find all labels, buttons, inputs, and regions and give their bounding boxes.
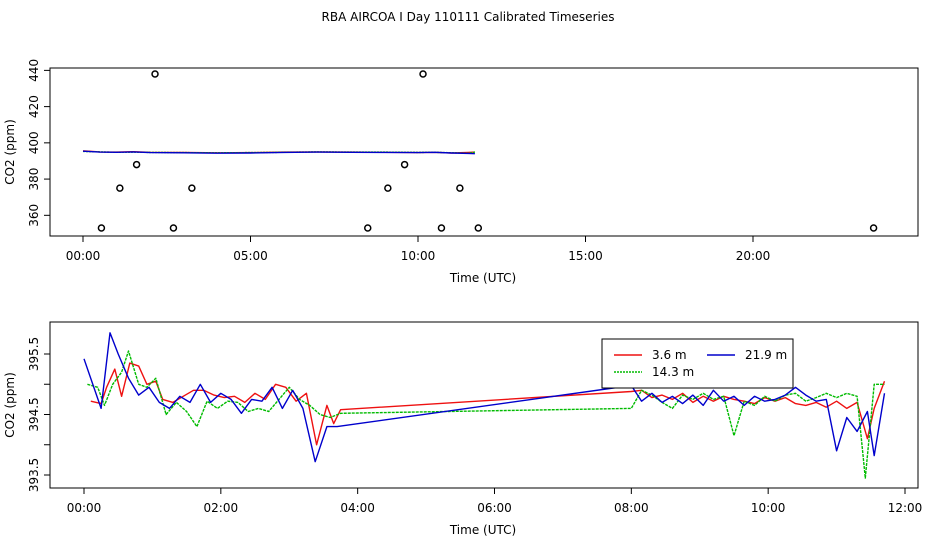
- top-y-axis: 360 380 400 420 440: [27, 59, 50, 227]
- top-data-point: [134, 162, 140, 168]
- top-data-point: [457, 185, 463, 191]
- legend-label-3-6m: 3.6 m: [652, 348, 687, 362]
- top-y-tick-label-380: 380: [27, 168, 41, 191]
- top-x-tick-label-05-00: 05:00: [233, 249, 268, 263]
- bottom-y-tick-label-394-5: 394.5: [27, 397, 41, 431]
- bottom-y-tick-label-393-5: 393.5: [27, 458, 41, 492]
- top-data-point: [871, 225, 877, 231]
- top-data-point: [189, 185, 195, 191]
- legend-label-14-3m: 14.3 m: [652, 365, 694, 379]
- bottom-x-tick-label-04-00: 04:00: [340, 501, 375, 515]
- top-data-point: [475, 225, 481, 231]
- bottom-x-tick-label-12-00: 12:00: [888, 501, 923, 515]
- top-x-tick-label-00-00: 00:00: [66, 249, 101, 263]
- bottom-x-tick-label-06-00: 06:00: [477, 501, 512, 515]
- top-panel: 00:00 05:00 10:00 15:00 20:00 360 380 400 420 44…: [3, 59, 918, 285]
- top-data-point: [385, 185, 391, 191]
- top-data-point: [420, 71, 426, 77]
- bottom-x-tick-label-02-00: 02:00: [204, 501, 239, 515]
- legend-label-21-9m: 21.9 m: [745, 348, 787, 362]
- bottom-x-tick-label-08-00: 08:00: [614, 501, 649, 515]
- top-y-tick-label-420: 420: [27, 95, 41, 118]
- top-x-tick-label-15-00: 15:00: [568, 249, 603, 263]
- top-data-point: [402, 162, 408, 168]
- top-data-point: [152, 71, 158, 77]
- figure: RBA AIRCOA I Day 110111 Calibrated Times…: [0, 0, 936, 540]
- top-x-axis: 00:00 05:00 10:00 15:00 20:00: [66, 236, 771, 263]
- top-y-tick-label-400: 400: [27, 131, 41, 154]
- figure-title: RBA AIRCOA I Day 110111 Calibrated Times…: [322, 10, 615, 24]
- top-data-point: [98, 225, 104, 231]
- top-x-tick-label-10-00: 10:00: [401, 249, 436, 263]
- bottom-x-axis-label: Time (UTC): [449, 523, 516, 537]
- top-data-point: [117, 185, 123, 191]
- top-data-point: [438, 225, 444, 231]
- top-points: [98, 71, 876, 231]
- top-x-tick-label-20-00: 20:00: [736, 249, 771, 263]
- top-y-axis-label: CO2 (ppm): [3, 119, 17, 185]
- bottom-x-tick-label-00-00: 00:00: [67, 501, 102, 515]
- bottom-panel: 00:00 02:00 04:00 06:00 08:00 10:00 12:00 393.…: [3, 322, 922, 537]
- bottom-y-axis: 393.5 394.5 395.5: [27, 337, 50, 492]
- top-data-point: [170, 225, 176, 231]
- bottom-x-axis: 00:00 02:00 04:00 06:00 08:00 10:00 12:00: [67, 488, 923, 515]
- bottom-x-tick-label-10-00: 10:00: [751, 501, 786, 515]
- top-y-tick-label-440: 440: [27, 59, 41, 82]
- top-y-tick-label-360: 360: [27, 204, 41, 227]
- legend: 3.6 m 21.9 m 14.3 m: [602, 339, 793, 388]
- bottom-y-axis-label: CO2 (ppm): [3, 372, 17, 438]
- top-data-point: [365, 225, 371, 231]
- legend-box: [602, 339, 793, 388]
- top-x-axis-label: Time (UTC): [449, 271, 516, 285]
- bottom-y-tick-label-395-5: 395.5: [27, 337, 41, 371]
- top-series-lines: [83, 151, 475, 154]
